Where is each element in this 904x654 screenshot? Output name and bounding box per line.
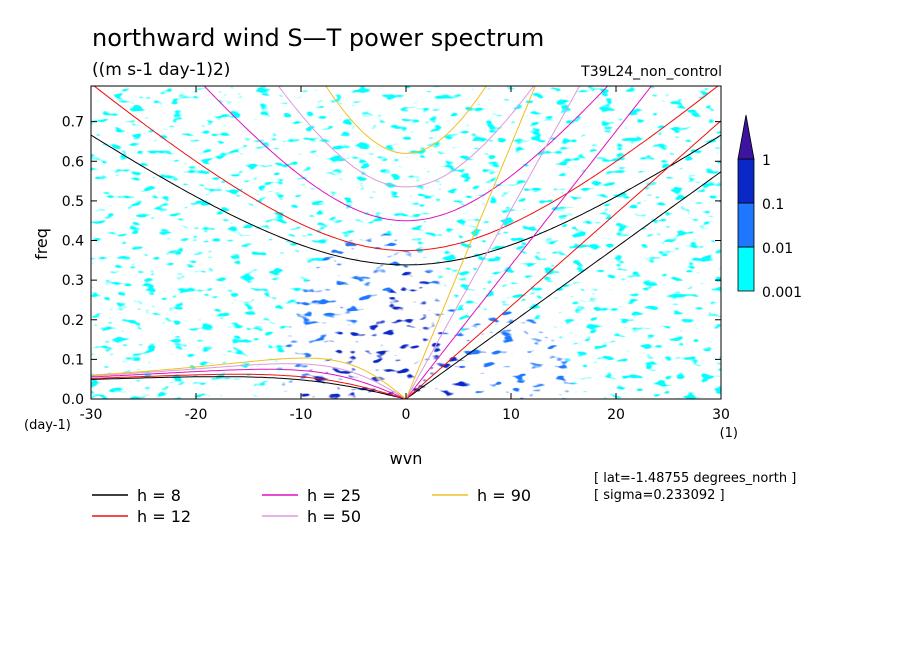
y-unit-label: (day-1) (24, 418, 71, 433)
rossby-curve-h8 (91, 376, 407, 399)
colorbar-segment (737, 246, 755, 292)
x-tick-label: 10 (502, 407, 520, 423)
x-tick-label: -20 (185, 407, 208, 423)
x-axis-label: wvn (390, 449, 423, 468)
gravity-curve-h25 (203, 86, 609, 222)
rossby-curve-h90 (91, 357, 407, 399)
y-tick-label: 0.6 (62, 154, 84, 170)
plot-area (91, 86, 721, 399)
rossby-curve-h12 (91, 373, 407, 399)
kelvin-curve-h50 (405, 86, 581, 399)
x-tick-label: -30 (80, 407, 103, 423)
legend-label: h = 8 (137, 486, 181, 505)
legend-label: h = 50 (307, 507, 361, 526)
colorbar-label: 0.001 (762, 285, 802, 301)
y-tick-label: 0.7 (62, 115, 84, 131)
y-tick-label: 0.3 (62, 273, 84, 289)
legend-label: h = 12 (137, 507, 191, 526)
gravity-curve-h12 (93, 86, 719, 252)
colorbar-label: 1 (762, 153, 771, 169)
below-threshold-gaps (91, 86, 721, 399)
y-tick-label: 0.0 (62, 392, 84, 408)
chart-title: northward wind S—T power spectrum (92, 24, 544, 52)
kelvin-curve-h8 (405, 171, 721, 399)
x-tick-label: 20 (607, 407, 625, 423)
sigma-info: [ sigma=0.233092 ] (594, 488, 725, 503)
kelvin-curve-h25 (405, 86, 653, 399)
legend-label: h = 25 (307, 486, 361, 505)
gravity-curve-h50 (277, 86, 535, 188)
colorbar-segment (737, 158, 755, 204)
y-axis: 0.0 0.1 0.2 0.3 0.4 0.5 0.6 0.7 (62, 115, 721, 408)
y-tick-label: 0.2 (62, 313, 84, 329)
rossby-curve-h50 (91, 363, 407, 399)
x-axis: -30 -20 -10 0 10 20 30 (80, 86, 730, 423)
colorbar: 0.001 0.01 0.1 1 (737, 114, 802, 301)
colorbar-label: 0.1 (762, 197, 784, 213)
kelvin-curve-h12 (405, 120, 721, 399)
y-tick-label: 0.1 (62, 352, 84, 368)
run-name: T39L24_non_control (580, 64, 722, 80)
y-axis-label: freq (32, 228, 51, 260)
colorbar-segment (737, 202, 755, 248)
legend-label: h = 90 (477, 486, 531, 505)
y-tick-label: 0.5 (62, 194, 84, 210)
y-tick-label: 0.4 (62, 234, 84, 250)
kelvin-curve-h90 (405, 86, 536, 399)
rossby-curve-h25 (91, 368, 407, 399)
gravity-curve-h90 (325, 86, 487, 154)
dispersion-curves (91, 86, 721, 399)
gravity-curve-h8 (91, 134, 721, 266)
latitude-info: [ lat=-1.48755 degrees_north ] (594, 471, 796, 486)
legend: h = 8 h = 12 h = 25 h = 50 h = 90 (92, 486, 531, 526)
x-tick-label: 30 (712, 407, 730, 423)
colorbar-extension (737, 114, 755, 160)
x-tick-label: -10 (290, 407, 313, 423)
chart-units: ((m s-1 day-1)2) (92, 60, 230, 80)
x-unit-label: (1) (720, 426, 738, 441)
colorbar-label: 0.01 (762, 241, 793, 257)
x-tick-label: 0 (402, 407, 411, 423)
